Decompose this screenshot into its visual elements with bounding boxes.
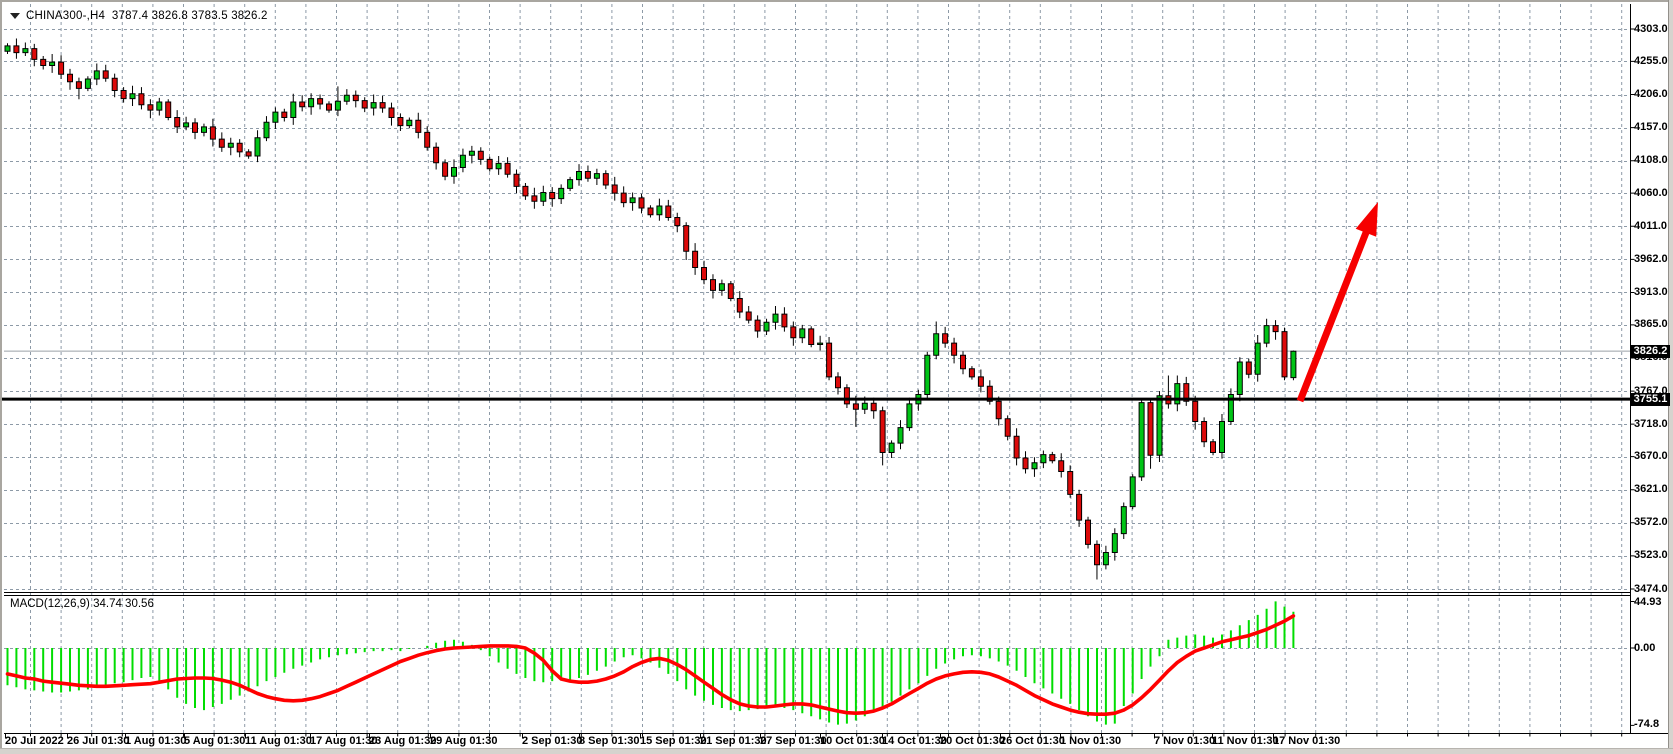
time-tick-label: 7 Nov 01:30 (1154, 735, 1216, 747)
price-tick-label: 4157.0 (1634, 121, 1668, 134)
time-tick-label: 2 Sep 01:30 (522, 735, 583, 747)
time-tick-label: 26 Oct 01:30 (1000, 735, 1065, 747)
grid-horizontal-lines (4, 29, 1631, 649)
price-tick-label: 4108.0 (1634, 154, 1668, 167)
time-tick-label: 11 Nov 01:30 (1212, 735, 1279, 747)
bull-candles-layer (4, 45, 1297, 566)
axis-tick-marks (5, 28, 1635, 739)
chart-header: CHINA300-,H4 3787.4 3826.8 3783.5 3826.2 (10, 9, 268, 23)
price-tick-label: 3670.0 (1634, 450, 1668, 463)
price-tick-label: 3572.0 (1634, 516, 1668, 529)
price-tick-label: 4011.0 (1634, 219, 1668, 232)
price-tick-label: 4060.0 (1634, 186, 1668, 199)
time-tick-label: 11 Aug 01:30 (245, 735, 312, 747)
macd-signal-line (5, 614, 1296, 717)
trend-arrow-head[interactable] (1355, 202, 1378, 237)
price-tick-label: 3962.0 (1634, 252, 1668, 265)
price-tick-label: 3718.0 (1634, 417, 1668, 430)
price-tick-label: 3523.0 (1634, 549, 1668, 562)
time-tick-label: 10 Oct 01:30 (820, 735, 885, 747)
time-tick-label: 27 Sep 01:30 (760, 735, 827, 747)
time-tick-label: 5 Aug 01:30 (184, 735, 246, 747)
indicator-tick-label: -74.8 (1634, 718, 1660, 730)
price-tick-label: 3621.0 (1634, 483, 1668, 496)
time-tick-label: 8 Sep 01:30 (579, 735, 640, 747)
price-tick-label: 3865.0 (1634, 318, 1668, 331)
window-right-border (1668, 0, 1673, 754)
time-tick-label: 14 Oct 01:30 (882, 735, 947, 747)
bear-candles-layer (13, 45, 1288, 566)
time-tick-label: 29 Aug 01:30 (430, 735, 498, 747)
time-tick-label: 17 Aug 01:30 (310, 735, 378, 747)
candle-wicks-layer (7, 38, 1294, 580)
time-tick-label: 20 Jul 2022 (5, 735, 64, 747)
price-tick-label: 3474.0 (1634, 582, 1668, 595)
symbol-dropdown-icon[interactable] (10, 13, 20, 19)
time-tick-label: 17 Nov 01:30 (1273, 735, 1341, 747)
current-price-badge: 3826.2 (1631, 344, 1670, 358)
time-tick-label: 20 Oct 01:30 (940, 735, 1005, 747)
indicator-tick-label: 0.00 (1634, 641, 1656, 654)
indicator-label: MACD(12,26,9) 34.74 30.56 (10, 598, 154, 610)
chart-title: CHINA300-,H4 3787.4 3826.8 3783.5 3826.2 (26, 10, 268, 22)
time-tick-label: 1 Aug 01:30 (125, 735, 187, 747)
time-tick-label: 15 Sep 01:30 (640, 735, 707, 747)
time-tick-label: 26 Jul 01:30 (67, 735, 130, 747)
price-tick-label: 4255.0 (1634, 54, 1668, 67)
time-tick-label: 1 Nov 01:30 (1060, 735, 1122, 747)
price-tick-label: 4206.0 (1634, 88, 1668, 101)
price-tick-label: 3913.0 (1634, 285, 1668, 298)
time-tick-label: 23 Aug 01:30 (369, 735, 437, 747)
price-tick-label: 4303.0 (1634, 22, 1668, 35)
trend-arrow-shaft[interactable] (1296, 223, 1373, 403)
indicator-tick-label: 44.93 (1634, 596, 1662, 608)
hline-price-badge: 3755.1 (1631, 392, 1670, 406)
window-bottom-border (0, 748, 1673, 754)
time-tick-label: 21 Sep 01:30 (700, 735, 767, 747)
